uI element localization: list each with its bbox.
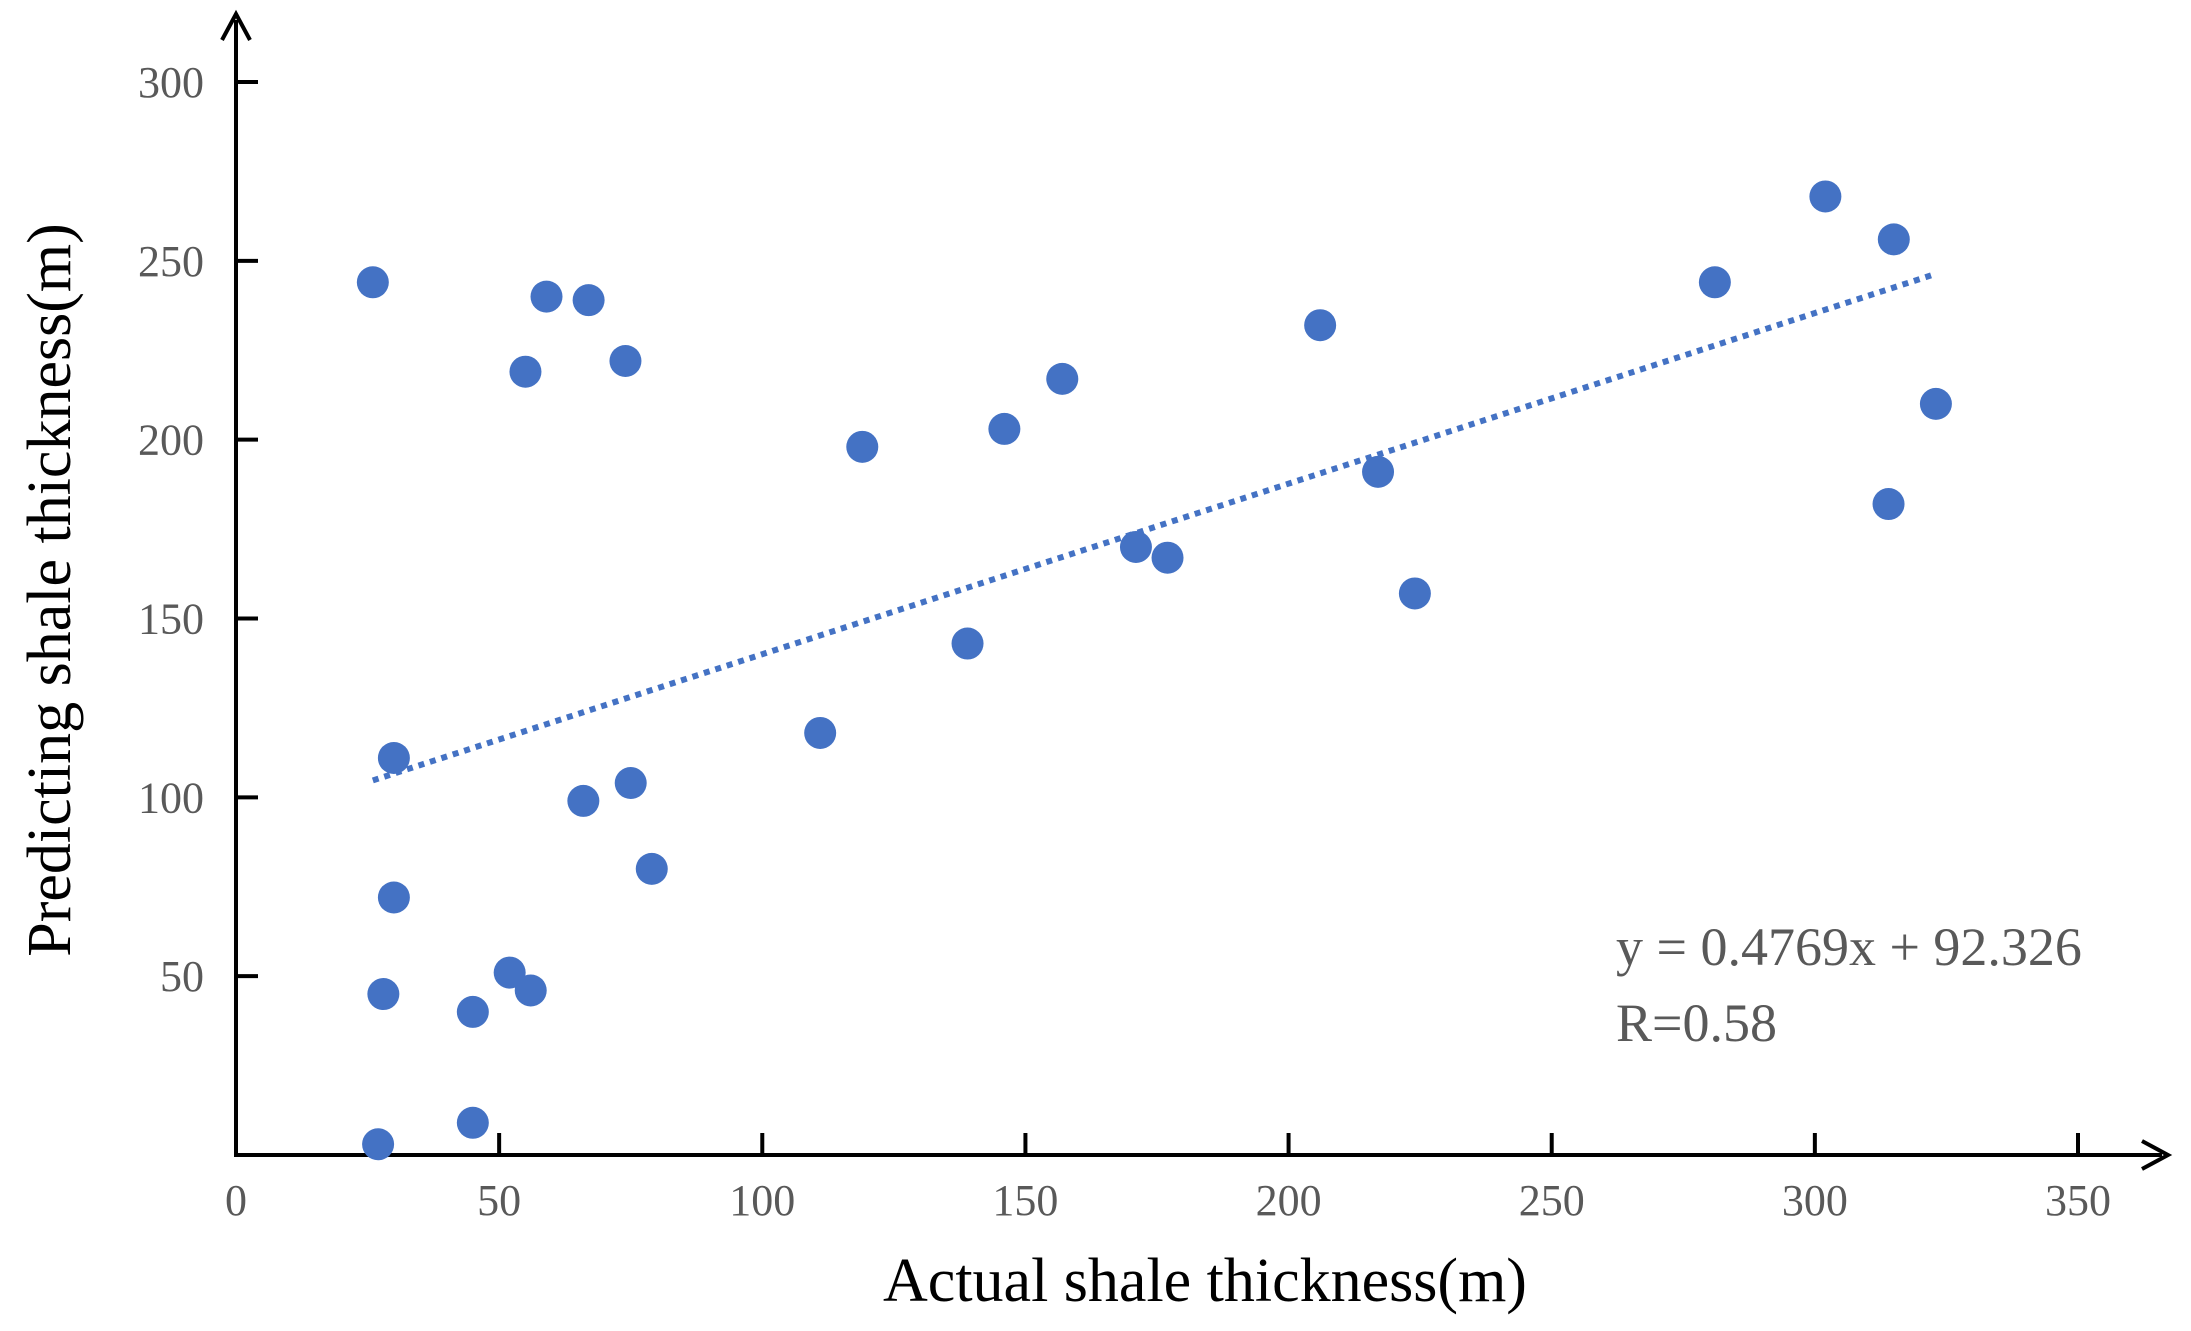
data-point xyxy=(1046,362,1079,395)
y-tick-label: 150 xyxy=(138,595,204,644)
y-axis-title: Predicting shale thickness(m) xyxy=(16,223,84,957)
y-tick-label: 300 xyxy=(138,58,204,107)
regression-equation: y = 0.4769x + 92.326 xyxy=(1616,917,2082,977)
ticks: 0 50 100 150 200 250 300 350 50 100 150 200 250 300 xyxy=(138,58,2111,1225)
data-point xyxy=(1362,455,1395,488)
x-tick-label: 0 xyxy=(225,1176,247,1225)
data-point xyxy=(362,1128,395,1161)
y-tick-label: 100 xyxy=(138,773,204,822)
data-point xyxy=(1119,530,1152,563)
data-point xyxy=(1809,180,1842,213)
data-point xyxy=(456,1106,489,1139)
data-point xyxy=(367,978,400,1011)
data-point xyxy=(846,430,879,463)
x-tick-label: 150 xyxy=(992,1176,1058,1225)
labels-group: Actual shale thickness(m) Predicting sha… xyxy=(16,223,2082,1315)
y-tick-label: 250 xyxy=(138,237,204,286)
data-point xyxy=(377,741,410,774)
r-value: R=0.58 xyxy=(1616,993,1777,1053)
y-tick-label: 200 xyxy=(138,416,204,465)
x-tick-label: 50 xyxy=(477,1176,521,1225)
data-point xyxy=(1919,387,1952,420)
data-point xyxy=(567,784,600,817)
data-point xyxy=(1151,541,1184,574)
data-point xyxy=(509,355,542,388)
data-point xyxy=(1698,266,1731,299)
data-point xyxy=(356,266,389,299)
data-point xyxy=(988,412,1021,445)
y-axis-arrow xyxy=(220,9,252,41)
data-point xyxy=(377,881,410,914)
data-point xyxy=(804,716,837,749)
data-point xyxy=(493,956,526,989)
trendline xyxy=(371,270,1937,784)
data-point xyxy=(614,767,647,800)
data-point xyxy=(514,974,547,1007)
x-tick-label: 350 xyxy=(2045,1176,2111,1225)
x-axis-arrow xyxy=(2141,1139,2173,1171)
data-point xyxy=(1872,488,1905,521)
data-point xyxy=(635,852,668,885)
data-point xyxy=(1877,223,1910,256)
data-point xyxy=(530,280,563,313)
data-point xyxy=(456,995,489,1028)
data-point xyxy=(609,344,642,377)
x-tick-label: 200 xyxy=(1256,1176,1322,1225)
data-point xyxy=(1304,309,1337,342)
x-tick-label: 250 xyxy=(1519,1176,1585,1225)
points-group xyxy=(356,180,1952,1161)
y-tick-label: 50 xyxy=(160,952,204,1001)
x-tick-label: 100 xyxy=(729,1176,795,1225)
x-axis-title: Actual shale thickness(m) xyxy=(883,1247,1527,1315)
data-point xyxy=(572,284,605,317)
data-point xyxy=(1398,577,1431,610)
axes xyxy=(220,9,2173,1171)
x-tick-label: 300 xyxy=(1782,1176,1848,1225)
trendline-group xyxy=(371,270,1937,784)
data-point xyxy=(951,627,984,660)
